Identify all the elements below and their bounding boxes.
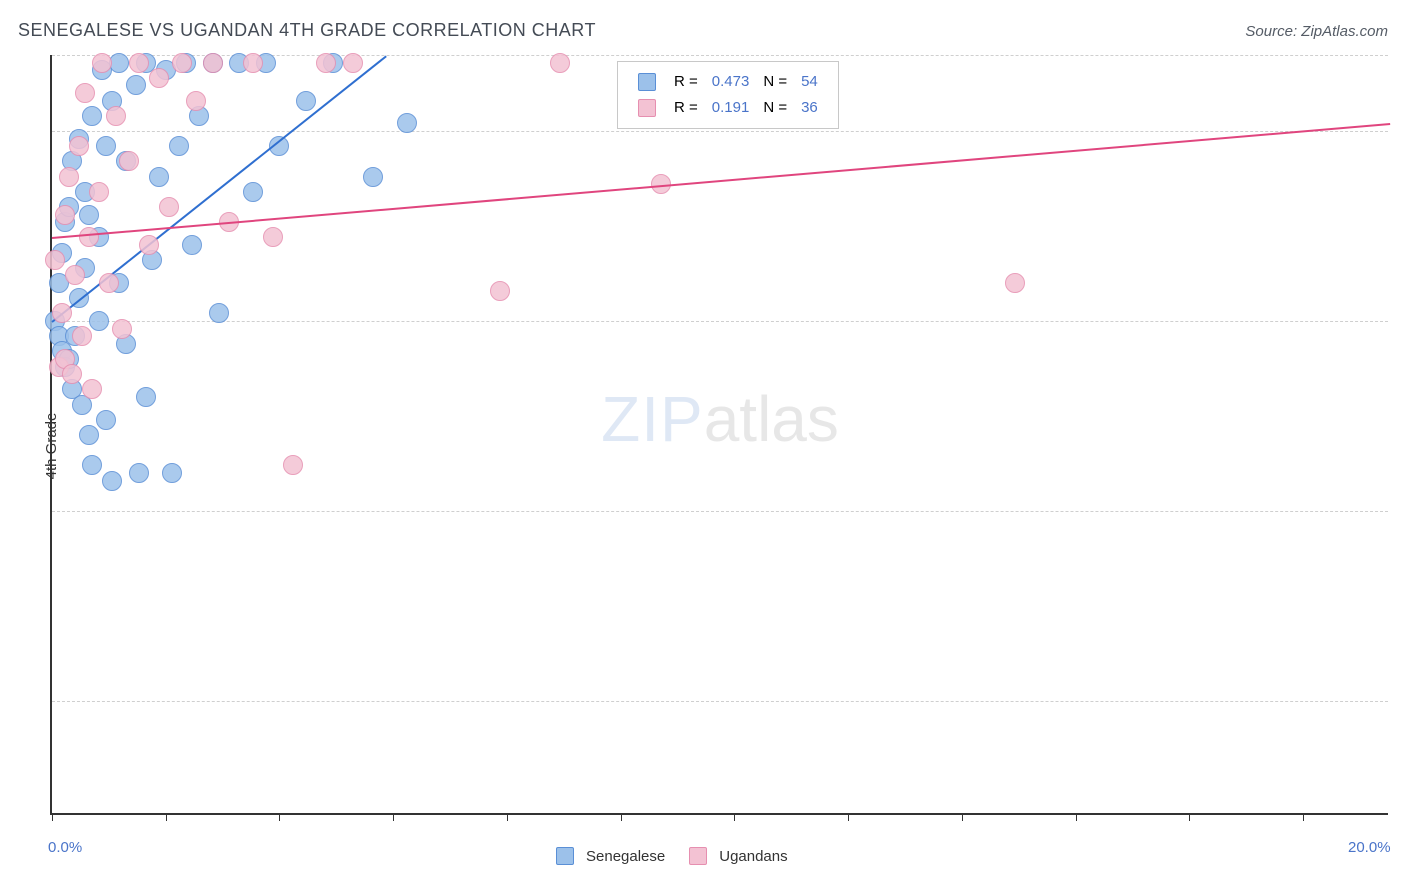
chart-source: Source: ZipAtlas.com [1245, 23, 1388, 40]
gridline-h [52, 131, 1388, 132]
data-point-senegalese [129, 463, 149, 483]
data-point-ugandans [106, 106, 126, 126]
gridline-h [52, 321, 1388, 322]
data-point-senegalese [136, 387, 156, 407]
data-point-ugandans [72, 326, 92, 346]
x-tick [166, 813, 167, 821]
data-point-senegalese [126, 75, 146, 95]
legend-R-label: R = [668, 96, 704, 120]
data-point-senegalese [397, 113, 417, 133]
data-point-ugandans [186, 91, 206, 111]
data-point-senegalese [82, 106, 102, 126]
data-point-senegalese [296, 91, 316, 111]
x-tick [393, 813, 394, 821]
chart-header: SENEGALESE VS UGANDAN 4TH GRADE CORRELAT… [18, 20, 1388, 41]
legend-N-value-senegalese: 54 [795, 70, 824, 94]
data-point-ugandans [316, 53, 336, 73]
data-point-senegalese [149, 167, 169, 187]
x-tick [848, 813, 849, 821]
data-point-senegalese [102, 471, 122, 491]
data-point-ugandans [139, 235, 159, 255]
data-point-senegalese [96, 136, 116, 156]
data-point-senegalese [209, 303, 229, 323]
watermark: ZIPatlas [601, 382, 839, 456]
x-tick [1303, 813, 1304, 821]
x-label-max: 20.0% [1348, 839, 1391, 856]
data-point-ugandans [92, 53, 112, 73]
data-point-ugandans [490, 281, 510, 301]
watermark-zip: ZIP [601, 383, 704, 455]
data-point-senegalese [169, 136, 189, 156]
data-point-ugandans [62, 364, 82, 384]
data-point-senegalese [243, 182, 263, 202]
data-point-ugandans [149, 68, 169, 88]
data-point-senegalese [363, 167, 383, 187]
data-point-ugandans [52, 303, 72, 323]
data-point-ugandans [343, 53, 363, 73]
x-tick [507, 813, 508, 821]
x-tick [734, 813, 735, 821]
swatch-ugandans [689, 847, 707, 865]
data-point-ugandans [129, 53, 149, 73]
x-tick [279, 813, 280, 821]
legend-N-label: N = [757, 70, 793, 94]
data-point-ugandans [203, 53, 223, 73]
data-point-senegalese [79, 205, 99, 225]
gridline-h [52, 511, 1388, 512]
data-point-ugandans [112, 319, 132, 339]
data-point-ugandans [99, 273, 119, 293]
x-tick [1076, 813, 1077, 821]
x-tick [962, 813, 963, 821]
data-point-ugandans [69, 136, 89, 156]
swatch-ugandans [638, 99, 656, 117]
data-point-ugandans [243, 53, 263, 73]
legend-R-value-ugandans: 0.191 [706, 96, 756, 120]
source-prefix: Source: [1245, 23, 1301, 40]
chart-title: SENEGALESE VS UGANDAN 4TH GRADE CORRELAT… [18, 20, 596, 41]
x-tick [1189, 813, 1190, 821]
correlation-legend: R =0.473N =54 R =0.191N =36 [617, 61, 839, 129]
swatch-senegalese [556, 847, 574, 865]
data-point-ugandans [45, 250, 65, 270]
scatter-plot: ZIPatlas 92.5%95.0%97.5%100.0%R =0.473N … [50, 55, 1388, 815]
data-point-ugandans [79, 227, 99, 247]
x-tick [52, 813, 53, 821]
data-point-senegalese [89, 311, 109, 331]
x-label-min: 0.0% [48, 839, 82, 856]
data-point-ugandans [82, 379, 102, 399]
legend-item-senegalese: Senegalese [556, 847, 665, 865]
data-point-ugandans [89, 182, 109, 202]
data-point-ugandans [59, 167, 79, 187]
swatch-senegalese [638, 73, 656, 91]
data-point-senegalese [82, 455, 102, 475]
data-point-ugandans [283, 455, 303, 475]
legend-label-senegalese: Senegalese [586, 848, 665, 865]
data-point-ugandans [172, 53, 192, 73]
data-point-senegalese [162, 463, 182, 483]
source-name: ZipAtlas.com [1301, 23, 1388, 40]
legend-N-label: N = [757, 96, 793, 120]
data-point-ugandans [55, 205, 75, 225]
legend-item-ugandans: Ugandans [689, 847, 787, 865]
data-point-ugandans [119, 151, 139, 171]
legend-R-value-senegalese: 0.473 [706, 70, 756, 94]
data-point-ugandans [159, 197, 179, 217]
x-tick [621, 813, 622, 821]
data-point-senegalese [79, 425, 99, 445]
data-point-senegalese [96, 410, 116, 430]
data-point-ugandans [75, 83, 95, 103]
legend-label-ugandans: Ugandans [719, 848, 787, 865]
y-axis-label: 4th Grade [43, 413, 60, 480]
data-point-ugandans [1005, 273, 1025, 293]
legend-N-value-ugandans: 36 [795, 96, 824, 120]
legend-bottom: Senegalese Ugandans [556, 847, 788, 865]
data-point-ugandans [65, 265, 85, 285]
data-point-ugandans [263, 227, 283, 247]
data-point-ugandans [550, 53, 570, 73]
data-point-senegalese [182, 235, 202, 255]
watermark-atlas: atlas [704, 383, 839, 455]
legend-R-label: R = [668, 70, 704, 94]
gridline-h [52, 701, 1388, 702]
